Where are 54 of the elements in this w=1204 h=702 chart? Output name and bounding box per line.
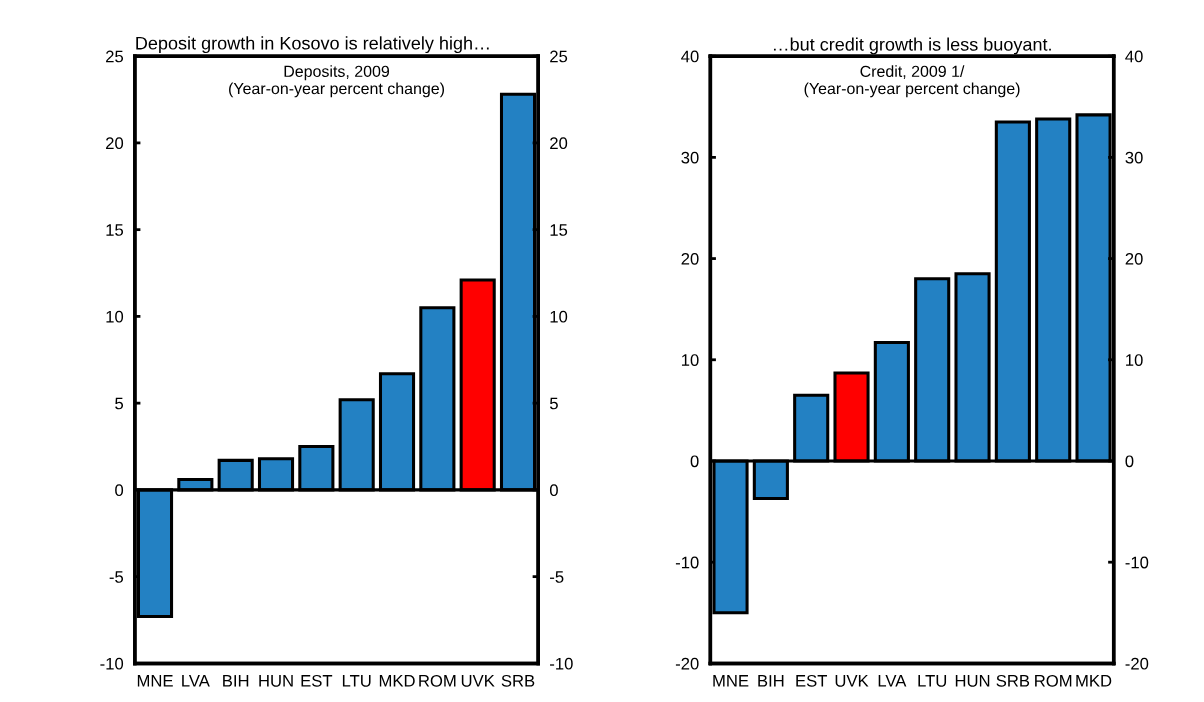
x-tick-label: BIH [223, 675, 249, 687]
x-tick-label: EST [796, 674, 828, 687]
y-tick-label: -20 [675, 657, 699, 670]
y-tick-label: -5 [109, 571, 124, 583]
y-tick-label: 15 [106, 224, 124, 236]
y-tick-label: 25 [106, 50, 124, 63]
x-tick-label: UVK [835, 675, 869, 687]
y2-tick-label: 40 [1125, 50, 1143, 63]
y-tick-label: -10 [675, 556, 699, 569]
x-tick-label: ROM [1035, 674, 1072, 687]
y-tick-label: 0 [115, 484, 124, 497]
x-tick-label: EST [301, 674, 333, 687]
y2-tick-label: 0 [1125, 455, 1134, 468]
y-tick-label: 5 [115, 397, 124, 410]
y2-tick-label: -20 [1125, 657, 1149, 670]
y-tick-label: 10 [106, 310, 124, 323]
y2-tick-label: 30 [1125, 151, 1143, 164]
y-tick-label: 0 [690, 455, 699, 468]
x-tick-label: SRB [501, 674, 535, 687]
x-tick-label: LVA [878, 675, 907, 687]
y-tick-label: 40 [681, 50, 699, 63]
text: Deposits, 2009 (Year-on-year percent change) [229, 65, 445, 98]
x-tick-label: LTU [918, 675, 947, 687]
x-tick-label: ROM [419, 674, 456, 687]
y-tick-label: 30 [681, 151, 699, 164]
y2-tick-label: 5 [549, 397, 558, 410]
y-tick-label: 20 [681, 252, 699, 265]
y2-tick-label: -5 [550, 571, 564, 583]
x-tick-label: BIH [758, 675, 784, 687]
y2-tick-label: 10 [550, 310, 568, 323]
y2-tick-label: 0 [549, 484, 558, 497]
y2-tick-label: 15 [550, 224, 568, 236]
y2-tick-label: 10 [1126, 354, 1143, 366]
x-tick-label: MNE [713, 675, 749, 687]
x-tick-label: LTU [342, 675, 371, 687]
y-tick-label: 20 [106, 137, 124, 150]
y2-tick-label: -10 [550, 657, 573, 670]
text: Credit, 2009 1/ (Year-on-year percent change) [804, 65, 1020, 98]
x-tick-label: MNE [137, 675, 173, 687]
x-tick-label: MKD [379, 675, 415, 687]
y2-tick-label: 25 [550, 50, 568, 63]
x-tick-label: SRB [996, 674, 1030, 687]
x-tick-label: UVK [461, 675, 495, 687]
chart-title: …but credit growth is less buoyant. [773, 37, 1051, 55]
x-tick-label: HUN [259, 675, 293, 687]
y-tick-label: 10 [681, 354, 699, 366]
x-tick-label: MKD [1076, 675, 1112, 687]
y-tick-label: -10 [100, 657, 124, 670]
x-tick-label: LVA [182, 675, 210, 687]
chart-title: Deposit growth in Kosovo is relatively high… [136, 36, 489, 54]
x-tick-label: HUN [955, 675, 990, 687]
y2-tick-label: 20 [1125, 252, 1143, 265]
y2-tick-label: -10 [1125, 556, 1149, 569]
y2-tick-label: 20 [550, 137, 568, 150]
